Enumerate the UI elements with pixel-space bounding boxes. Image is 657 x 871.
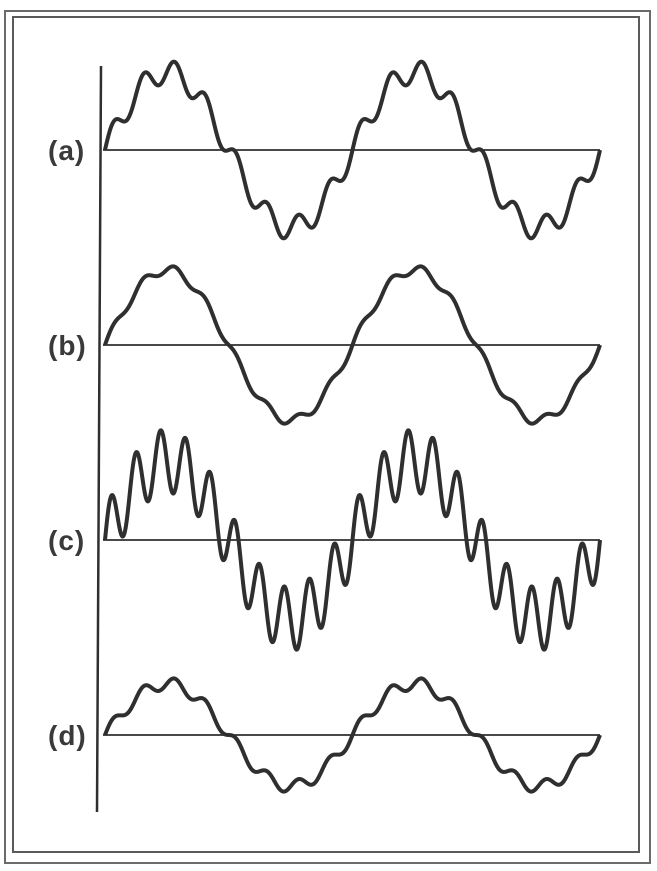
waveform-d — [103, 676, 602, 794]
inner-frame — [12, 16, 640, 853]
panel-b: (b) — [48, 264, 602, 426]
panel-c: (c) — [48, 428, 602, 652]
waveform-b — [103, 264, 602, 426]
vertical-axis — [95, 65, 103, 813]
panel-a: (a) — [48, 59, 602, 241]
panel-label-c: (c) — [48, 525, 85, 556]
panel-label-b: (b) — [48, 330, 87, 361]
panel-d: (d) — [48, 676, 602, 794]
waveform-a — [103, 59, 602, 241]
panel-label-a: (a) — [48, 135, 85, 166]
outer-frame — [4, 10, 651, 864]
waveform-c — [103, 428, 602, 652]
panel-label-d: (d) — [48, 720, 87, 751]
